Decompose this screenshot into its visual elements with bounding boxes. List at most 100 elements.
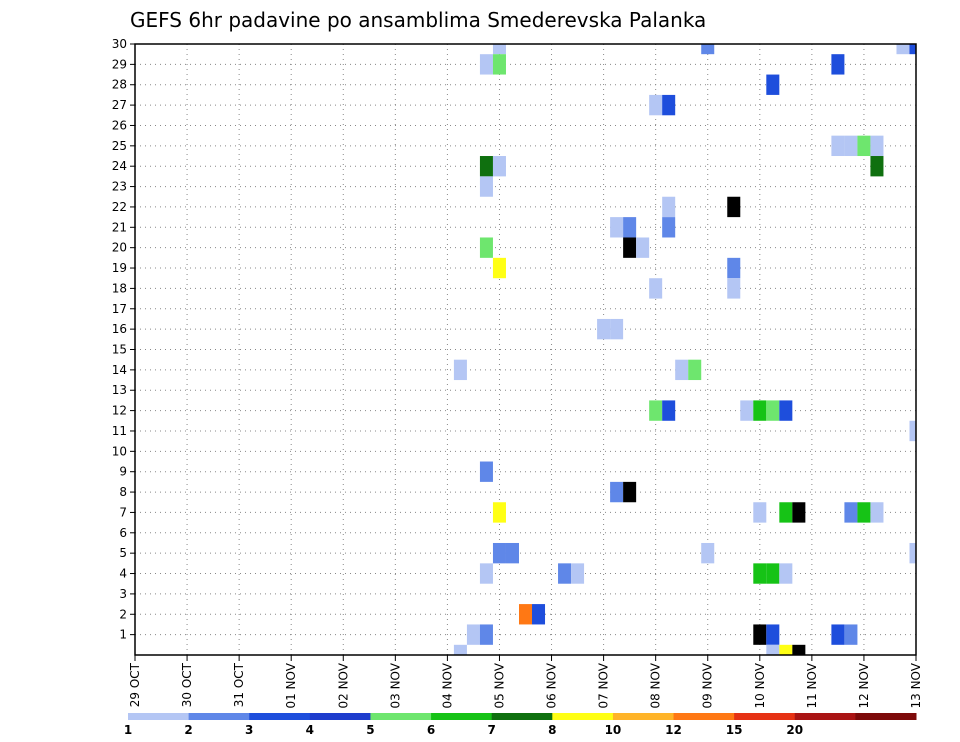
x-tick-label: 03 NOV [388,662,402,708]
legend-label: 15 [726,723,743,737]
y-axis: 1234567891011121314151617181920212223242… [112,37,135,642]
legend-swatch [370,713,432,720]
data-cell [766,74,780,95]
data-cell [662,400,676,421]
legend-label: 7 [488,723,496,737]
y-tick-label: 8 [119,485,127,499]
data-cell [766,624,780,645]
legend-label: 3 [245,723,253,737]
data-cell [779,400,793,421]
data-cell [610,481,624,503]
y-tick-label: 16 [112,322,127,336]
data-cell [844,135,858,157]
data-cell [518,604,533,625]
y-tick-label: 24 [112,159,127,173]
legend-label: 4 [306,723,314,737]
data-cell [844,502,858,523]
x-tick-label: 07 NOV [597,662,611,708]
data-cell [558,563,572,584]
y-tick-label: 7 [119,505,127,519]
legend-label: 10 [605,723,622,737]
data-cell [662,94,676,116]
x-tick-label: 04 NOV [440,662,454,708]
data-cell [479,461,493,482]
data-cell [857,135,871,157]
data-cell [492,542,506,564]
x-tick-label: 09 NOV [701,662,715,708]
x-tick-label: 12 NOV [857,662,871,708]
data-cell [753,624,767,645]
data-cell [492,156,506,177]
x-tick-label: 06 NOV [545,662,559,708]
data-cell [649,94,663,116]
y-tick-label: 23 [112,180,127,194]
data-cell [479,563,493,584]
legend-swatch [431,713,493,720]
legend-swatch [552,713,614,720]
x-tick-label: 10 NOV [753,662,767,708]
y-tick-label: 30 [112,37,127,51]
data-cell [662,217,676,238]
x-tick-label: 02 NOV [336,662,350,708]
x-tick-label: 11 NOV [805,662,819,708]
data-cell [492,502,506,523]
data-cell [766,563,780,584]
data-cell [505,542,519,564]
y-tick-label: 5 [119,546,127,560]
data-cell [623,481,637,503]
y-tick-label: 11 [112,424,127,438]
legend-label: 1 [124,723,132,737]
data-cell [753,563,767,584]
legend-swatch [673,713,735,720]
data-cell [479,156,493,177]
data-cell [623,237,637,258]
data-cell [636,237,650,258]
x-axis: 29 OCT 30 OCT 31 OCT 01 NOV 02 NOV 03 NOV 04 N… [128,655,923,709]
legend-swatch [249,713,311,720]
data-cell [688,359,702,381]
x-tick-label: 05 NOV [492,662,506,708]
data-cell [766,400,780,421]
x-tick-label: 01 NOV [284,662,298,708]
color-legend: 1 2 3 4 5 6 7 8 10 12 15 20 [124,713,917,737]
data-cell [857,502,871,523]
data-cell [701,44,715,55]
y-tick-label: 12 [112,404,127,418]
y-tick-label: 25 [112,139,127,153]
data-cell [610,318,624,340]
y-tick-label: 4 [119,567,127,581]
legend-label: 5 [366,723,374,737]
data-cell [649,400,663,421]
data-cell [740,400,754,421]
y-tick-label: 14 [112,363,127,377]
y-tick-label: 3 [119,587,127,601]
data-cell [675,359,689,381]
data-cell [479,176,493,197]
data-cell [779,502,793,523]
data-cell [870,502,884,523]
data-cell [571,563,585,584]
data-cell [896,44,910,55]
data-cell [466,624,480,645]
data-cell [753,400,767,421]
data-cell [831,54,845,75]
legend-swatch [734,713,796,720]
y-tick-label: 13 [112,383,127,397]
x-tick-label: 08 NOV [649,662,663,708]
data-cell [649,278,663,299]
data-cell [479,237,493,258]
x-tick-label: 30 OCT [180,662,194,707]
y-tick-label: 26 [112,118,127,132]
y-tick-label: 19 [112,261,127,275]
x-tick-label: 29 OCT [128,662,142,707]
data-cell [597,318,611,340]
x-tick-label: 31 OCT [232,662,246,707]
y-tick-label: 6 [119,526,127,540]
data-cell [532,604,546,625]
data-cell [610,217,624,238]
data-cells [453,44,916,655]
data-cell [479,54,493,75]
legend-label: 2 [184,723,192,737]
y-tick-label: 22 [112,200,127,214]
